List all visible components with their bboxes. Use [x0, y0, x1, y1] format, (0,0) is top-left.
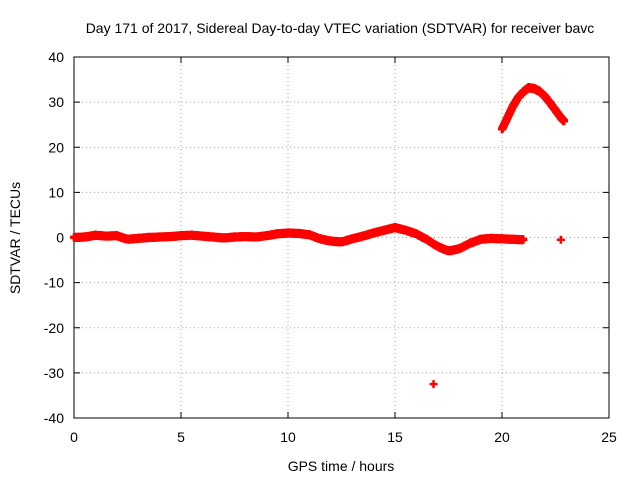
x-axis-label: GPS time / hours — [288, 458, 395, 474]
chart-title: Day 171 of 2017, Sidereal Day-to-day VTE… — [86, 20, 595, 36]
data-point — [519, 235, 528, 244]
data-point — [556, 235, 565, 244]
y-tick-label: -30 — [44, 365, 64, 381]
x-tick-label: 25 — [601, 429, 617, 445]
y-tick-label: 40 — [48, 49, 64, 65]
data-points — [70, 83, 569, 389]
y-tick-label: -10 — [44, 275, 64, 291]
y-tick-label: 0 — [56, 230, 64, 246]
y-tick-label: 20 — [48, 139, 64, 155]
y-tick-label: -20 — [44, 320, 64, 336]
y-tick-label: -40 — [44, 410, 64, 426]
tick-labels: 0 5 10 15 20 25 -40 -30 -20 -10 0 10 20 30 40 — [44, 49, 617, 445]
y-axis-label: SDTVAR / TECUs — [7, 182, 23, 294]
x-tick-label: 5 — [177, 429, 185, 445]
x-tick-label: 15 — [387, 429, 403, 445]
y-tick-label: 30 — [48, 94, 64, 110]
x-tick-label: 0 — [70, 429, 78, 445]
x-tick-label: 20 — [494, 429, 510, 445]
y-tick-label: 10 — [48, 184, 64, 200]
x-tick-label: 10 — [280, 429, 296, 445]
data-point — [429, 380, 438, 389]
axis-ticks — [73, 56, 610, 419]
data-point — [560, 117, 569, 126]
